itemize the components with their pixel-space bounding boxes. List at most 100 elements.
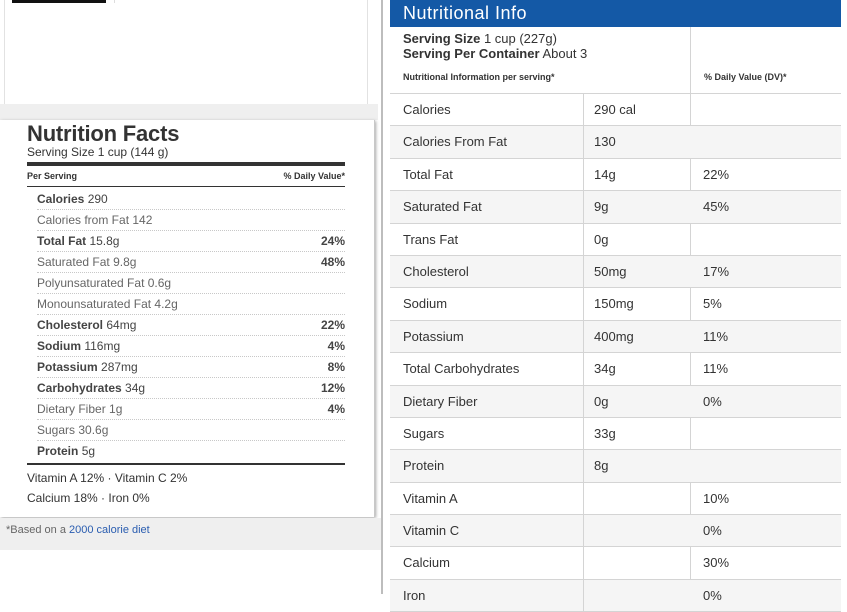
- nutrient-name: Calcium: [403, 555, 450, 571]
- nutrient-label: Calories from Fat: [37, 213, 130, 227]
- nutritional-info-subheader: [390, 27, 841, 94]
- cell-divider: [583, 547, 584, 579]
- cell-divider: [583, 385, 584, 417]
- nutrient-name: Carbohydrates 34g: [37, 381, 145, 395]
- nutritional-info-row: Vitamin C 0%: [390, 515, 841, 548]
- calorie-diet-link[interactable]: 2000 calorie diet: [69, 524, 150, 536]
- nutrient-dv: 17%: [703, 263, 730, 279]
- nutrition-facts-row: Total Fat 15.8g 24%: [37, 231, 345, 252]
- nutrient-percent: 22%: [320, 318, 345, 332]
- nutritional-info-table: Calories 290 cal Calories From Fat 130 Total…: [390, 94, 841, 612]
- nutrient-label: Potassium: [37, 360, 98, 374]
- nutrition-facts-row: Saturated Fat 9.8g 48%: [37, 252, 345, 273]
- nutrient-label: Calories: [37, 192, 85, 206]
- nutrient-dv: 0%: [703, 393, 722, 409]
- nutrient-name: Sodium 116mg: [37, 339, 120, 353]
- nutrient-dv: 5%: [703, 296, 722, 312]
- top-image-card: [4, 0, 368, 105]
- servings-value: About 3: [542, 46, 588, 61]
- nutrient-dv: 30%: [703, 555, 730, 571]
- nutrient-label: Sodium: [37, 339, 81, 353]
- cell-divider: [583, 482, 584, 515]
- nutritional-info-row: Cholesterol 50mg 17%: [390, 255, 841, 289]
- nutrient-name: Saturated Fat 9.8g: [37, 255, 136, 269]
- nutritional-info-row: Trans Fat 0g: [390, 223, 841, 256]
- nutrient-dv: 45%: [703, 199, 730, 215]
- nutrient-amount: 142: [132, 213, 153, 227]
- nutrient-amount: 64mg: [106, 318, 137, 332]
- nutrient-name: Total Fat 15.8g: [37, 234, 119, 248]
- spacer-strip: [0, 104, 378, 120]
- cell-divider: [583, 126, 584, 158]
- nutritional-info-row: Calories 290 cal: [390, 94, 841, 127]
- nutrient-name: Protein: [403, 458, 445, 474]
- nutrient-percent: 24%: [320, 234, 345, 248]
- vitamins-line: Vitamin A 12% · Vitamin C 2%: [27, 471, 188, 485]
- cell-divider: [583, 223, 584, 255]
- nutrition-facts-row: Cholesterol 64mg 22%: [37, 315, 345, 336]
- nutrient-name: Dietary Fiber: [403, 393, 478, 409]
- nutrient-name: Sugars: [403, 425, 445, 441]
- nutrient-name: Protein 5g: [37, 444, 95, 458]
- cell-divider: [583, 417, 584, 450]
- nutrient-name: Trans Fat: [403, 231, 459, 247]
- nutrient-label: Polyunsaturated Fat: [37, 276, 145, 290]
- nutrition-facts-row: Sugars 30.6g: [37, 420, 345, 441]
- nutrient-label: Dietary Fiber: [37, 402, 106, 416]
- nutrient-amount: 33g: [594, 425, 616, 441]
- nutrient-amount: 34g: [125, 381, 146, 395]
- nutritional-info-row: Iron 0%: [390, 579, 841, 612]
- nutritional-info-row: Sugars 33g: [390, 417, 841, 451]
- column-divider: [381, 0, 383, 594]
- nutritional-info-header: [390, 0, 841, 27]
- nutrient-name: Polyunsaturated Fat 0.6g: [37, 276, 171, 290]
- nutrient-amount: 290: [87, 192, 108, 206]
- nutrient-amount: 130: [594, 134, 616, 150]
- nutritional-info-row: Protein 8g: [390, 450, 841, 483]
- nutrition-facts-serving-size: Serving Size 1 cup (144 g): [27, 145, 169, 159]
- nutrient-dv: 0%: [703, 587, 722, 603]
- nutrient-label: Sugars: [37, 423, 76, 437]
- nutritional-info-row: Vitamin A 10%: [390, 482, 841, 516]
- nutrient-label: Protein: [37, 444, 79, 458]
- minerals-line: Calcium 18% · Iron 0%: [27, 491, 150, 505]
- daily-value-label: % Daily Value*: [283, 171, 345, 181]
- nutritional-info-panel: [390, 0, 841, 594]
- cell-divider: [583, 450, 584, 482]
- nutrient-dv: 22%: [703, 166, 730, 182]
- thick-divider: [27, 162, 345, 166]
- cell-divider: [583, 191, 584, 223]
- nutrition-facts-title: Nutrition Facts: [27, 121, 180, 146]
- nutrient-name: Calories from Fat 142: [37, 213, 152, 227]
- nutrient-amount: 1g: [109, 402, 123, 416]
- nutrition-facts-row: Calories from Fat 142: [37, 210, 345, 231]
- daily-value-header: % Daily Value (DV)*: [704, 72, 787, 82]
- serving-size-value: 1 cup (227g): [483, 31, 557, 46]
- thick-divider: [27, 463, 345, 465]
- nutritional-info-row: Saturated Fat 9g 45%: [390, 191, 841, 224]
- nutritional-info-row: Dietary Fiber 0g 0%: [390, 385, 841, 418]
- cell-divider: [583, 288, 584, 320]
- nutrient-name: Monounsaturated Fat 4.2g: [37, 297, 178, 311]
- nutrient-amount: 400mg: [594, 328, 634, 344]
- cell-divider: [583, 320, 584, 353]
- nutrient-amount: 30.6g: [78, 423, 109, 437]
- nutrient-name: Potassium 287mg: [37, 360, 138, 374]
- nutrient-name: Vitamin C: [403, 523, 460, 539]
- nutrient-amount: 116mg: [84, 339, 121, 353]
- nutrient-name: Total Carbohydrates: [403, 361, 520, 377]
- cell-divider: [583, 579, 584, 612]
- footnote-strip: [0, 518, 381, 550]
- serving-size-label: Serving Size: [403, 31, 481, 46]
- nutrient-label: Total Fat: [37, 234, 87, 248]
- nutrient-amount: 8g: [594, 458, 609, 474]
- cell-divider: [583, 255, 584, 288]
- nutrient-label: Cholesterol: [37, 318, 104, 332]
- nutritional-info-row: Potassium 400mg 11%: [390, 320, 841, 354]
- serving-size: Serving Size 1 cup (227g): [403, 31, 557, 46]
- nutrient-name: Total Fat: [403, 166, 453, 182]
- nutrition-facts-row: Protein 5g: [37, 441, 345, 461]
- nutrient-amount: 0g: [594, 393, 609, 409]
- nutrition-facts-row: Carbohydrates 34g 12%: [37, 378, 345, 399]
- per-serving-label: Per Serving: [27, 171, 78, 181]
